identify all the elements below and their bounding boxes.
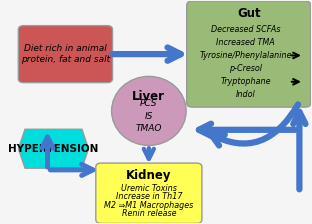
Polygon shape: [18, 129, 89, 168]
Text: Increase in Th17: Increase in Th17: [116, 192, 182, 201]
Text: Uremic Toxins: Uremic Toxins: [121, 184, 177, 193]
Text: PCS
IS
TMAO: PCS IS TMAO: [136, 99, 162, 134]
Text: Tyrosine/Phenylalanine: Tyrosine/Phenylalanine: [199, 51, 292, 60]
Text: Tryptophane: Tryptophane: [221, 77, 271, 86]
Text: Decreased SCFAs: Decreased SCFAs: [211, 25, 280, 34]
Text: M2 ⇒M1 Macrophages: M2 ⇒M1 Macrophages: [104, 201, 193, 210]
Text: Kidney: Kidney: [126, 169, 172, 182]
Text: HYPERTENSION: HYPERTENSION: [8, 144, 99, 154]
Text: Liver: Liver: [132, 90, 165, 103]
Text: Increased TMA: Increased TMA: [216, 38, 275, 47]
FancyBboxPatch shape: [18, 26, 113, 83]
Text: Indol: Indol: [236, 90, 256, 99]
FancyBboxPatch shape: [96, 163, 202, 223]
Text: Diet rich in animal
protein, fat and salt: Diet rich in animal protein, fat and sal…: [21, 44, 110, 64]
Text: Renin release: Renin release: [122, 209, 176, 218]
Ellipse shape: [112, 76, 186, 145]
Text: Gut: Gut: [237, 7, 261, 20]
FancyBboxPatch shape: [187, 1, 311, 107]
Text: p-Cresol: p-Cresol: [229, 64, 262, 73]
FancyArrowPatch shape: [211, 104, 298, 146]
